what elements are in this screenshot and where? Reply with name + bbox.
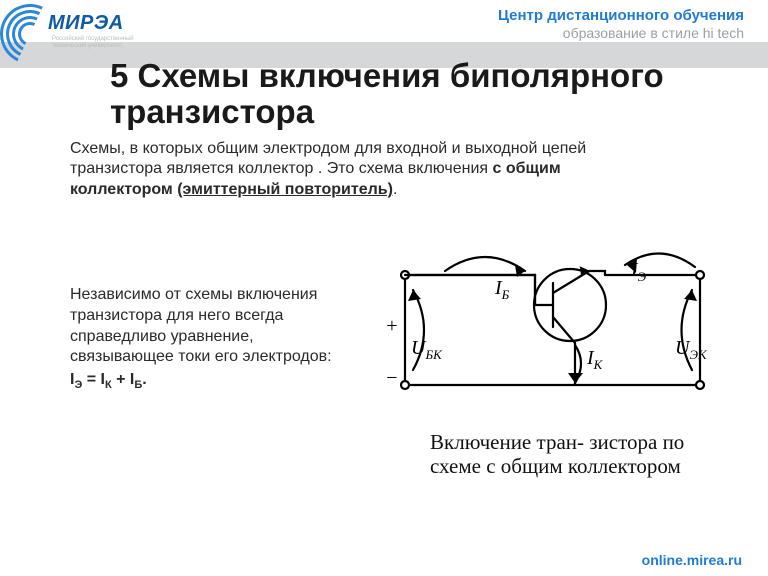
logo-subtext: Российский государственный технический у… xyxy=(52,36,144,49)
circuit-svg xyxy=(375,235,725,435)
page-title: 5 Схемы включения биполярного транзистор… xyxy=(110,58,690,129)
label-ubk: UБК xyxy=(411,337,442,363)
header-subtitle: образование в стиле hi tech xyxy=(563,25,744,41)
label-minus: − xyxy=(385,367,399,390)
eq-plus: + xyxy=(112,371,130,388)
body-paragraph: Независимо от схемы включения транзистор… xyxy=(70,285,340,393)
equation: IЭ = IК + IБ. xyxy=(70,370,340,392)
label-ik: IК xyxy=(587,347,602,373)
label-ib: IБ xyxy=(495,277,509,303)
footer-link: online.mirea.ru xyxy=(642,552,742,568)
label-uek: UЭК xyxy=(675,337,707,363)
eq-eq: = xyxy=(82,371,100,388)
intro-paragraph: Схемы, в которых общим электродом для вх… xyxy=(70,139,630,200)
para1-end: . xyxy=(393,181,397,198)
para2-text: Независимо от схемы включения транзистор… xyxy=(70,286,332,365)
eq-t1-sub: К xyxy=(105,379,112,391)
logo-text: МИРЭА xyxy=(48,12,124,35)
eq-end: . xyxy=(142,371,146,388)
diagram-caption: Включение тран- зистора по схеме с общим… xyxy=(430,430,730,478)
label-plus: + xyxy=(385,315,399,338)
para1-underline: (эмиттерный повторитель) xyxy=(177,181,393,198)
header-title: Центр дистанционного обучения xyxy=(498,7,744,24)
label-ie: IЭ xyxy=(631,259,646,285)
